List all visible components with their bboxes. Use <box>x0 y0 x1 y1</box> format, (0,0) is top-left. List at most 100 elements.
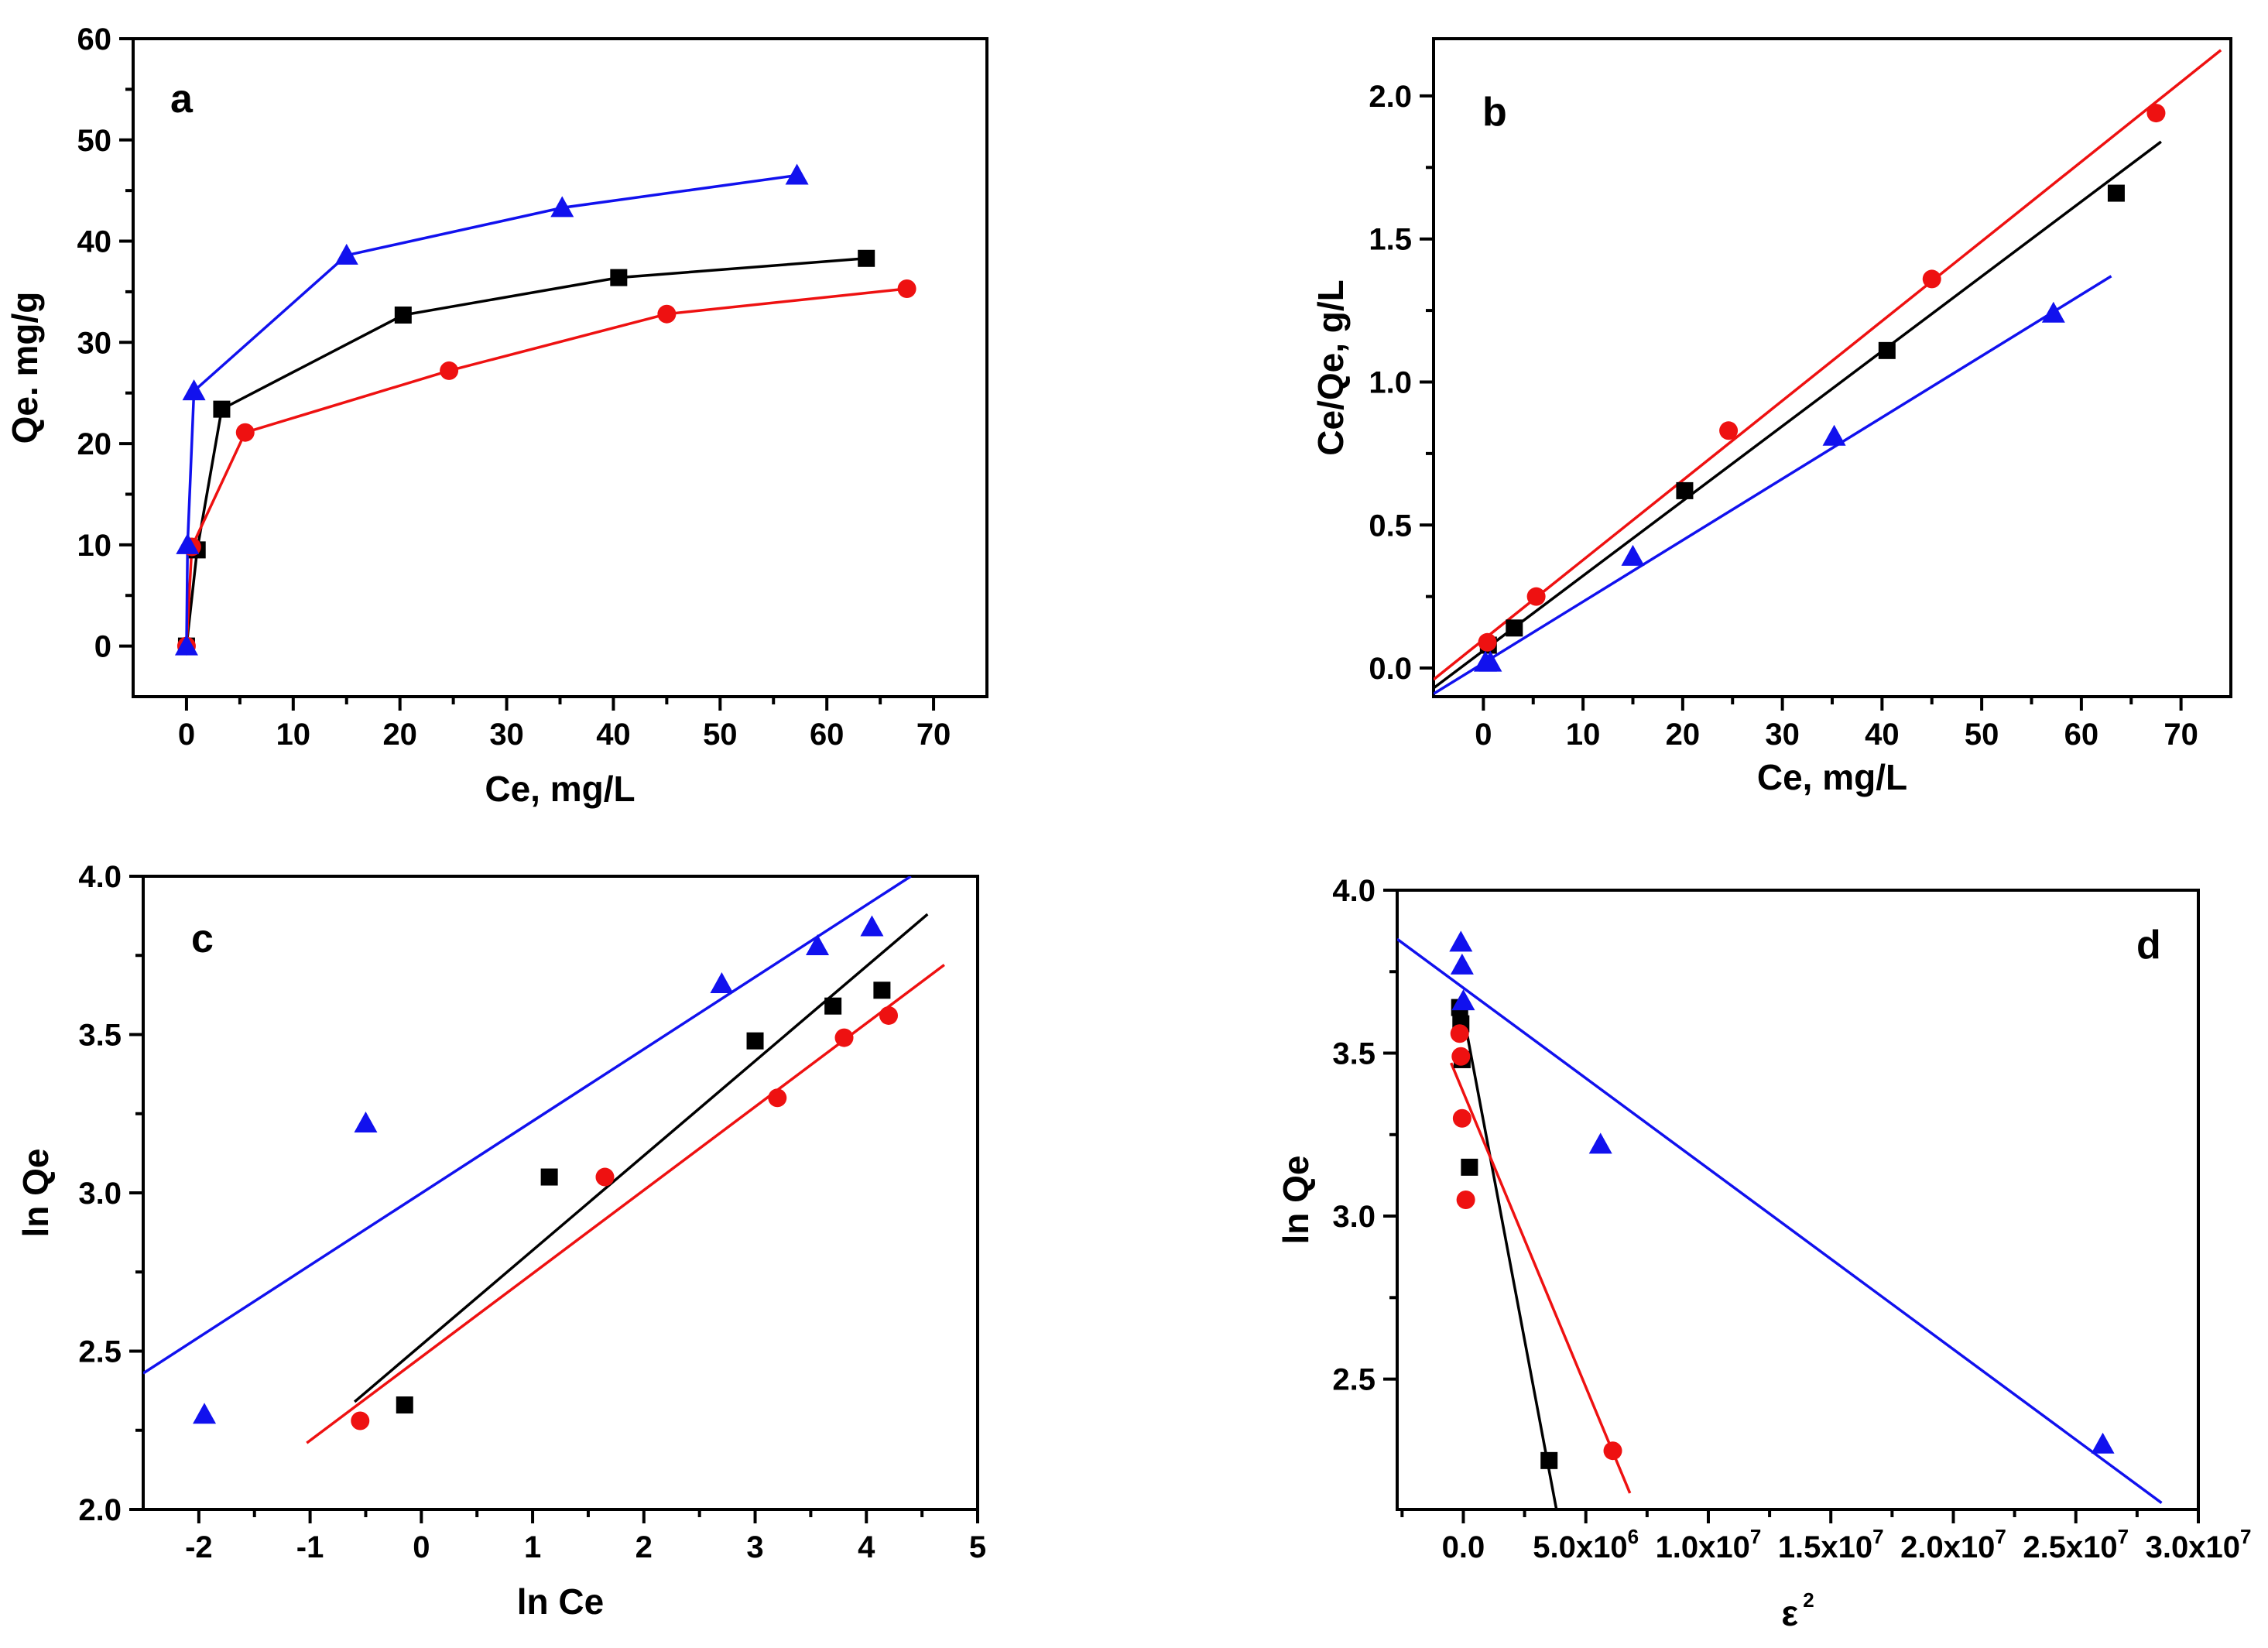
data-point-blue <box>2091 1432 2115 1454</box>
fit-line-blue <box>143 876 912 1375</box>
data-point-black <box>824 997 842 1015</box>
data-point-black <box>873 982 891 999</box>
data-point-red <box>1719 421 1739 440</box>
y-tick-label: 2.5 <box>78 1335 122 1369</box>
data-point-red <box>1603 1441 1622 1461</box>
data-point-blue <box>1450 953 1474 975</box>
x-tick-label: 5.0x106 <box>1533 1525 1639 1564</box>
series-line-black <box>185 257 867 646</box>
y-tick-label: 3.5 <box>1332 1037 1376 1071</box>
data-point-black <box>213 400 231 418</box>
data-point-red <box>879 1006 899 1025</box>
y-tick-label: 60 <box>77 22 112 57</box>
data-point-red <box>768 1088 787 1108</box>
data-point-black <box>396 1396 413 1414</box>
data-point-blue <box>1588 1132 1612 1154</box>
fit-line-black <box>1434 140 2162 690</box>
data-point-black <box>858 249 875 267</box>
data-point-blue <box>193 1403 217 1424</box>
fit-line-blue <box>1434 275 2112 695</box>
x-tick-label: 10 <box>276 718 311 752</box>
panel-a: 0 10 20 30 40 50 60 70 0 10 20 30 40 50 60 Ce, mg/L Qe. … <box>5 22 988 809</box>
y-tick-label: 0.5 <box>1369 509 1412 543</box>
x-tick-label: 0 <box>413 1530 430 1564</box>
panel-label-b: b <box>1482 90 1507 135</box>
x-tick-label: 70 <box>916 718 951 752</box>
x-tick-label: 2.5x107 <box>2023 1525 2129 1564</box>
panel-c: -2 -1 0 1 2 3 4 5 2.0 2.5 3.0 3.5 4.0 ln Ce ln Qe c <box>15 860 986 1622</box>
panel-b: 0 10 20 30 40 50 60 70 0.0 0.5 1.0 1.5 2.0 Ce, mg/L Ce… <box>1310 37 2232 797</box>
data-point-black <box>1506 619 1523 637</box>
data-point-blue <box>785 163 809 185</box>
data-point-red <box>897 279 916 298</box>
x-tick-label: 30 <box>1765 718 1800 752</box>
y-tick-label: 1.0 <box>1369 365 1412 399</box>
x-axis-title: Ce, mg/L <box>485 769 635 809</box>
x-tick-label: 1.5x107 <box>1778 1525 1884 1564</box>
x-axis-title: Ce, mg/L <box>1757 757 1907 797</box>
y-tick-label: 0 <box>94 630 111 664</box>
y-tick-label: 2.0 <box>1369 80 1412 114</box>
data-point-red <box>1452 1108 1471 1128</box>
data-point-blue <box>1478 650 1502 672</box>
data-point-blue <box>174 634 198 656</box>
data-point-blue <box>806 934 830 955</box>
data-point-red <box>1922 269 1941 289</box>
data-point-blue <box>1822 424 1846 446</box>
y-tick-label: 3.0 <box>1332 1200 1376 1234</box>
x-tick-label: 5 <box>969 1530 986 1564</box>
data-point-blue <box>182 379 206 401</box>
plot-frame-a <box>132 37 988 698</box>
y-axis-title: Qe. mg/g <box>5 292 45 444</box>
x-tick-label: 70 <box>2164 718 2198 752</box>
data-point-black <box>746 1032 764 1050</box>
data-point-black <box>394 307 412 324</box>
fit-line-black <box>353 913 929 1403</box>
data-point-black <box>540 1168 558 1186</box>
y-axis-title: ln Qe <box>1276 1155 1316 1244</box>
data-point-red <box>235 423 255 442</box>
data-point-blue <box>710 972 734 994</box>
data-point-red <box>1450 1024 1469 1043</box>
plot-frame-d <box>1396 889 2200 1511</box>
y-tick-label: 30 <box>77 326 112 360</box>
y-tick-label: 4.0 <box>78 860 122 894</box>
data-point-red <box>1478 632 1497 652</box>
x-tick-label: 10 <box>1566 718 1601 752</box>
data-point-black <box>1676 481 1694 499</box>
y-tick-label: 0.0 <box>1369 652 1412 686</box>
series-layer-b <box>1434 49 2222 695</box>
data-point-black <box>2107 184 2125 202</box>
x-tick-label: 60 <box>810 718 845 752</box>
data-point-red <box>1451 1047 1471 1066</box>
data-point-black <box>1461 1158 1478 1176</box>
fit-line-black <box>1461 1007 1558 1509</box>
x-tick-label: 0 <box>1475 718 1492 752</box>
data-point-black <box>1540 1451 1558 1469</box>
fit-line-red <box>1450 1062 1632 1494</box>
data-point-red <box>595 1167 615 1187</box>
y-tick-label: 2.5 <box>1332 1363 1376 1397</box>
data-point-red <box>440 361 459 380</box>
data-point-red <box>1456 1191 1475 1209</box>
x-tick-label: 20 <box>382 718 417 752</box>
series-line-blue <box>185 173 797 646</box>
data-point-blue <box>1449 930 1473 952</box>
y-tick-label: 3.0 <box>78 1177 122 1211</box>
x-tick-label: 2 <box>636 1530 653 1564</box>
x-tick-label: 20 <box>1666 718 1701 752</box>
x-tick-label: 50 <box>703 718 738 752</box>
plot-frame-c <box>142 875 979 1511</box>
x-tick-label: 40 <box>596 718 631 752</box>
data-point-blue <box>1621 544 1645 566</box>
y-tick-label: 2.0 <box>78 1493 122 1527</box>
panel-label-c: c <box>191 917 214 961</box>
y-axis-title: ln Qe <box>15 1148 56 1237</box>
y-tick-label: 50 <box>77 124 112 158</box>
panel-label-d: d <box>2136 923 2161 968</box>
data-point-black <box>610 269 628 286</box>
series-layer-c <box>143 876 945 1444</box>
panel-label-a: a <box>170 77 194 122</box>
x-tick-label: 4 <box>858 1530 875 1564</box>
